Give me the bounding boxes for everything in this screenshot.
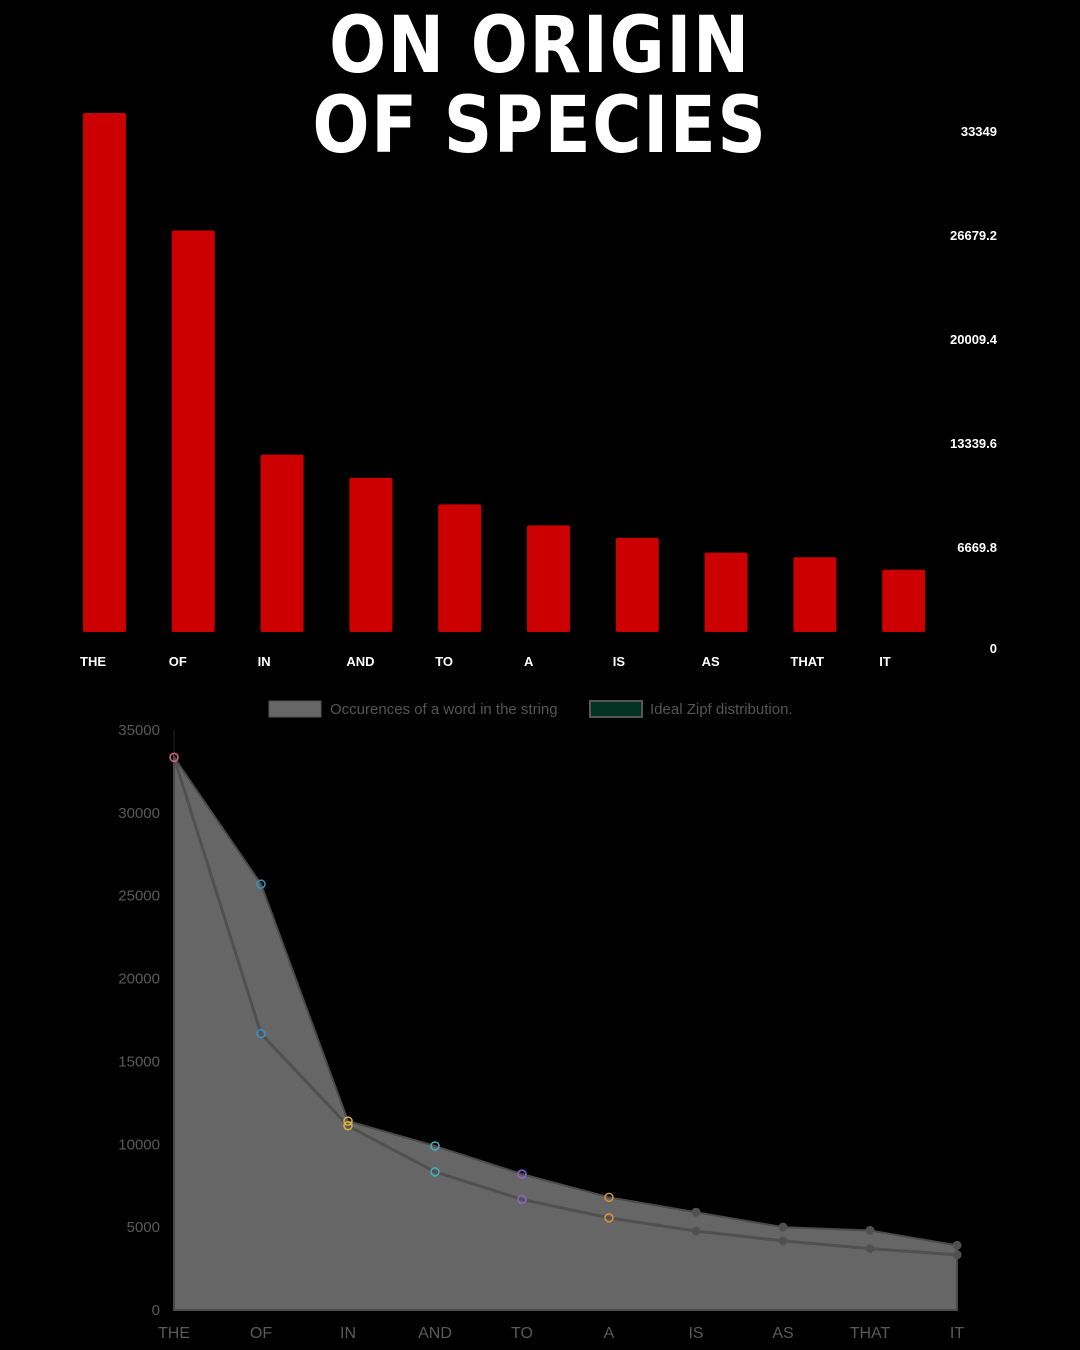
bar-y-tick-label: 6669.8 [957,540,997,555]
page-title: ON ORIGIN OF SPECIES [76,6,1005,166]
bar-x-tick-label: AS [702,654,720,669]
zipf-point-it [952,1250,962,1260]
area-x-tick-label: AS [772,1325,793,1342]
legend-label-zipf: Ideal Zipf distribution. [650,701,793,718]
bar-y-tick-label: 26679.2 [950,228,997,243]
bar-chart: THE OF IN AND TO A IS AS THAT IT 33349 26679.2 20009… [80,113,998,669]
legend-swatch-occurrences [268,700,322,718]
occurrence-point-to [517,1169,527,1179]
occurrence-point-of [256,879,266,889]
occurrence-point-it [952,1240,962,1250]
legend: Occurences of a word in the string Ideal … [268,700,793,718]
bar-x-tick-label: A [524,654,534,669]
occurrence-point-is [691,1207,701,1217]
bar-x-tick-label: TO [435,654,453,669]
area-y-tick-label: 15000 [118,1053,160,1070]
bar-of [171,230,215,632]
occurrence-point-in [343,1116,353,1126]
area-x-tick-label: OF [250,1325,272,1342]
bar-a [527,525,570,632]
bar-x-tick-label: IS [613,654,626,669]
zipf-point-the [169,752,179,763]
area-y-tick-label: 0 [152,1302,160,1319]
zipf-point-is [691,1226,701,1236]
title-line-1: ON ORIGIN [329,1,751,91]
legend-label-occurrences: Occurences of a word in the string [330,701,558,718]
title-line-2: OF SPECIES [312,81,768,171]
bar-the [83,113,126,632]
zipf-point-of [256,1028,266,1039]
area-y-tick-label: 25000 [118,888,160,905]
area-x-tick-label: IS [688,1325,703,1342]
bar-it [882,569,926,632]
area-x-tick-label: AND [418,1325,452,1342]
bar-x-tick-label: AND [346,654,374,669]
zipf-point-as [778,1236,788,1246]
bar-x-tick-label: IN [258,654,271,669]
bar-x-tick-label: THAT [790,654,824,669]
occurrence-point-a [604,1192,614,1203]
zipf-point-and [430,1167,440,1177]
bar-to [438,504,482,632]
bar-x-tick-label: IT [879,654,891,669]
occurrence-point-as [778,1222,788,1232]
bar-in [260,454,304,632]
zipf-point-to [517,1194,527,1205]
area-y-tick-label: 10000 [118,1136,160,1153]
bar-y-tick-label: 0 [990,641,997,656]
bar-and [349,477,393,632]
legend-swatch-zipf [589,700,643,718]
bar-that [793,557,837,632]
bar-x-tick-label: OF [169,654,187,669]
area-y-tick-label: 35000 [118,722,160,739]
occurrence-point-and [430,1141,440,1151]
occurrence-point-that [865,1225,875,1235]
area-x-tick-label: A [604,1325,615,1342]
bar-x-tick-label: THE [80,654,106,669]
bar-y-tick-label: 20009.4 [950,332,998,347]
area-x-tick-label: THE [158,1325,190,1342]
bar-as [704,552,748,632]
zipf-point-a [604,1213,614,1223]
area-x-tick-label: IT [950,1325,964,1342]
zipf-point-in [343,1121,353,1131]
area-y-tick-label: 20000 [118,971,160,988]
area-chart: 35000 30000 25000 20000 15000 10000 5000 0 THE OF… [118,700,964,1342]
bar-y-tick-label: 13339.6 [950,436,997,451]
area-x-tick-label: TO [511,1325,533,1342]
area-x-tick-label: THAT [850,1325,891,1342]
area-x-tick-label: IN [340,1325,356,1342]
zipf-line [172,756,958,1257]
area-y-tick-label: 30000 [118,805,160,822]
bar-is [615,537,659,632]
area-y-tick-label: 5000 [127,1219,160,1236]
zipf-point-that [865,1244,875,1254]
occurrences-area [173,754,958,1311]
bar-y-tick-label: 33349 [961,124,997,139]
